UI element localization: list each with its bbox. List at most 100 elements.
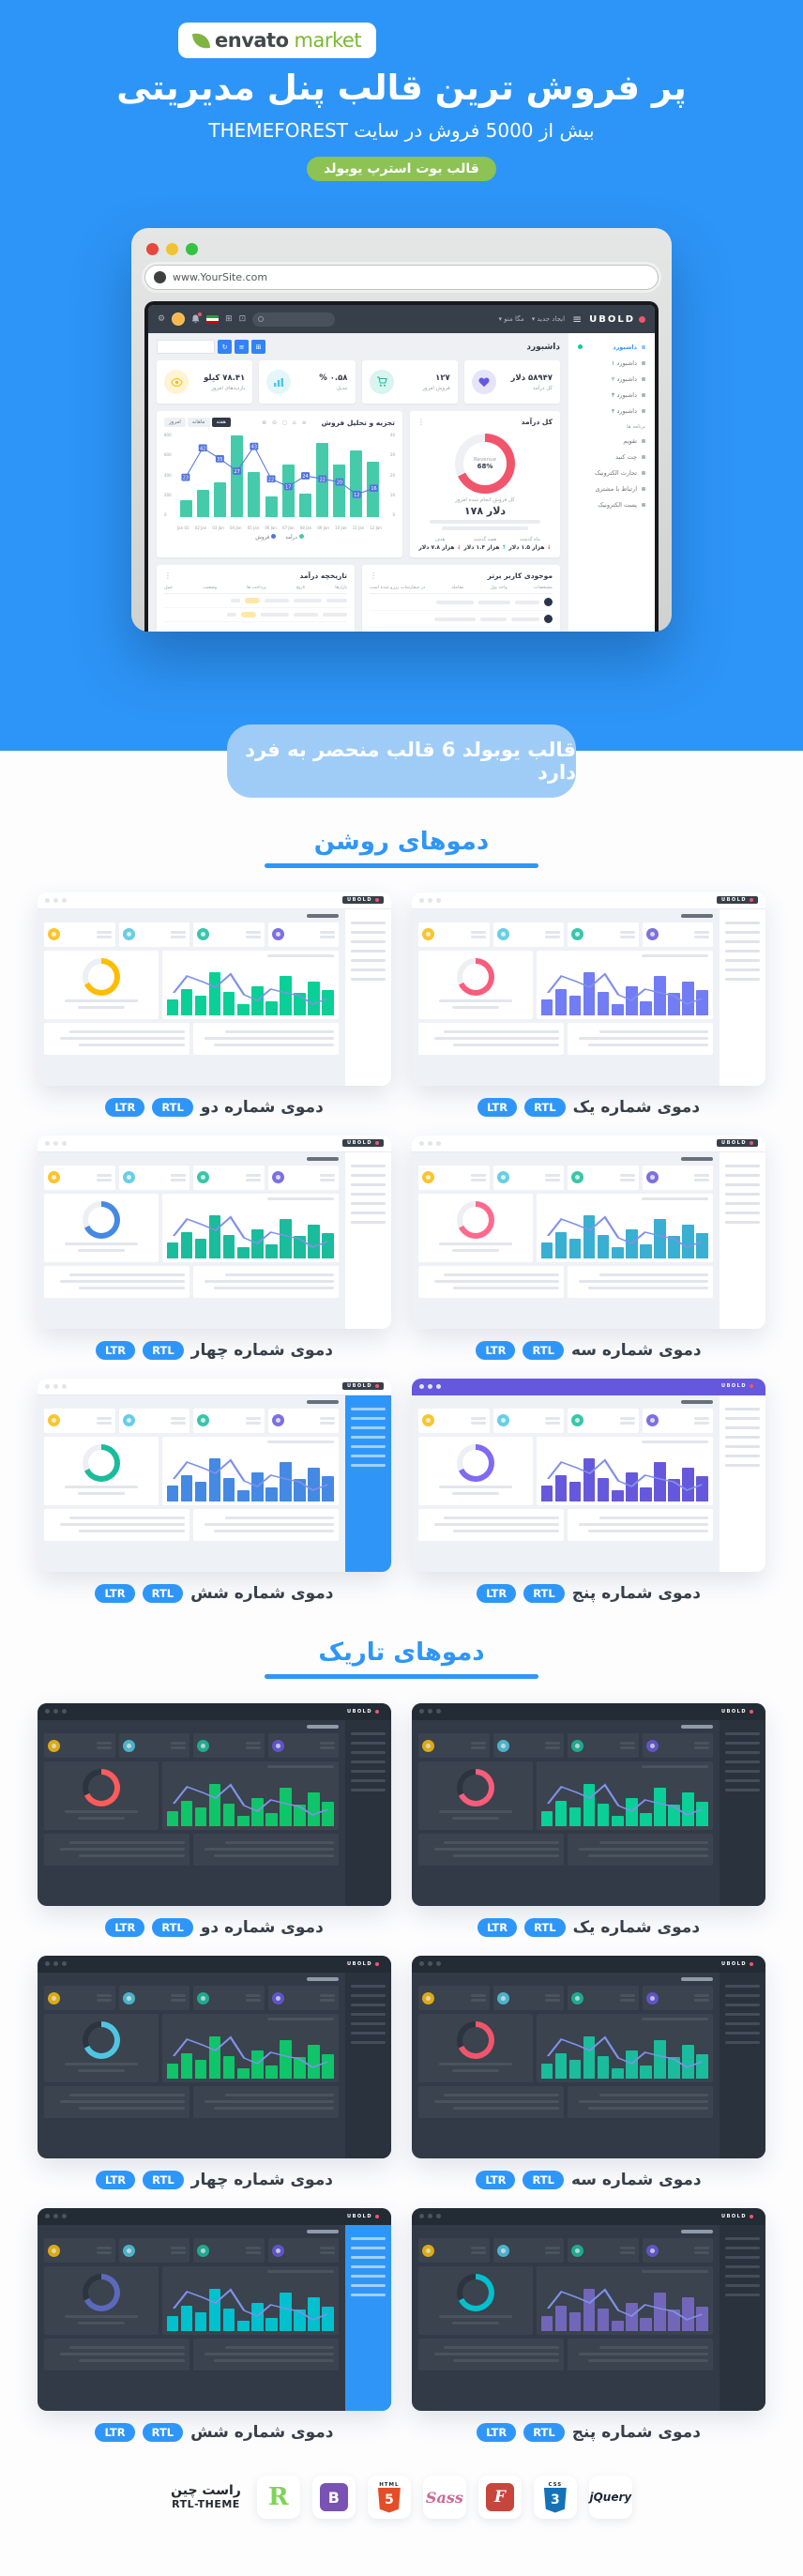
stat-cards-row: ۵۸۹۴۷ دلار کل درآمد ۱۲۷ فروش امروز [157, 360, 560, 404]
brand-dot-icon [375, 1384, 379, 1389]
demo-name: دموی شماره پنج [571, 2423, 701, 2442]
demo-thumbnail[interactable]: UBOLD [38, 1379, 391, 1572]
thumb-stat-card [193, 1733, 265, 1759]
rtl-badge[interactable]: RTL [523, 2171, 564, 2189]
thumb-table [568, 1022, 713, 1055]
thumb-stat-card [118, 922, 189, 947]
thumb-bar-chart [161, 1761, 339, 1831]
thumb-navbar: UBOLD [38, 1956, 391, 1974]
demo-label-row: دموی شماره پنج RTL LTR [412, 1584, 765, 1603]
demo-thumbnail[interactable]: UBOLD [412, 1703, 765, 1906]
thumb-stat-card [44, 1986, 115, 2011]
rtl-badge[interactable]: RTL [524, 1098, 566, 1117]
rtl-badge[interactable]: RTL [152, 1098, 193, 1117]
rtl-badge[interactable]: RTL [152, 1918, 193, 1937]
rtl-badge[interactable]: RTL [524, 1918, 566, 1937]
demo-label-row: دموی شماره دو RTL LTR [38, 1918, 391, 1937]
thumb-bar-chart [161, 1193, 339, 1262]
thumb-stat-card [44, 922, 115, 947]
mock-brand: UBOLD [589, 314, 645, 325]
rtl-badge[interactable]: RTL [142, 2423, 184, 2442]
thumb-stat-card [118, 1733, 189, 1759]
thumb-content [412, 1720, 720, 1906]
thumb-table [568, 2339, 713, 2371]
thumb-sidebar [345, 1973, 391, 2158]
sidebar-item: ارتباط با مشتری [568, 480, 655, 496]
dashboard-title: داشبورد [526, 342, 560, 352]
ltr-badge[interactable]: LTR [477, 2423, 517, 2442]
rtl-badge[interactable]: RTL [523, 1584, 565, 1603]
svg-text:27: 27 [234, 469, 239, 475]
thumb-donut-chart [418, 1436, 533, 1505]
rtl-badge[interactable]: RTL [142, 1584, 184, 1603]
thumb-sidebar [345, 2225, 391, 2411]
thumb-content [38, 1973, 345, 2158]
ltr-badge[interactable]: LTR [477, 1098, 518, 1117]
revenue-donut-card: کل درآمد ⋮ Revenue 68% کل فروش انجام [410, 411, 560, 557]
ltr-badge[interactable]: LTR [95, 1584, 135, 1603]
demo-thumbnail[interactable]: UBOLD [412, 892, 765, 1086]
ltr-badge[interactable]: LTR [477, 1584, 517, 1603]
ltr-badge[interactable]: LTR [105, 1098, 145, 1117]
demo-thumbnail[interactable]: UBOLD [38, 1956, 391, 2158]
ltr-badge[interactable]: LTR [95, 2423, 135, 2442]
ltr-badge[interactable]: LTR [96, 2171, 136, 2189]
demo-thumbnail[interactable]: UBOLD [412, 1379, 765, 1572]
demo-thumbnail[interactable]: UBOLD [412, 2208, 765, 2411]
thumb-navbar: UBOLD [412, 1136, 765, 1152]
thumb-table [418, 2339, 564, 2371]
thumb-stat-card [193, 922, 265, 947]
market-wordmark: market [294, 29, 362, 52]
thumb-bar-chart [536, 2266, 713, 2336]
rtl-badge[interactable]: RTL [523, 2423, 565, 2442]
thumb-nav-icons [419, 1140, 441, 1146]
thumb-stat-card [568, 922, 639, 947]
sidebar-item: داشبورد [568, 339, 655, 355]
thumb-nav-icons [45, 1961, 67, 1967]
refresh-button: ↻ [218, 340, 232, 354]
page-title: پر فروش ترین قالب پنل مدیریتی [116, 68, 687, 108]
mock-sidebar: داشبورد داشبورد ۱ داشبورد ۲ داشبورد ۳ داشبور… [568, 333, 655, 632]
html5-icon: HTML 5 [367, 2476, 411, 2519]
thumb-nav-icons [45, 1383, 67, 1389]
demo-thumbnail[interactable]: UBOLD [38, 2208, 391, 2411]
demo-name: دموی شماره شش [190, 2423, 334, 2442]
thumb-stat-card [418, 1408, 490, 1433]
thumb-table [418, 1834, 564, 1867]
rtl-badge[interactable]: RTL [143, 1341, 184, 1360]
thumb-navbar: UBOLD [38, 1379, 391, 1395]
rtl-badge[interactable]: RTL [523, 1341, 564, 1360]
close-window-icon [146, 243, 159, 255]
demo-thumbnail[interactable]: UBOLD [38, 892, 391, 1086]
ltr-badge[interactable]: LTR [476, 2171, 516, 2189]
thumb-content [38, 1720, 345, 1906]
demo-thumbnail[interactable]: UBOLD [412, 1956, 765, 2158]
demo-thumbnail[interactable]: UBOLD [38, 1136, 391, 1329]
rtl-badge[interactable]: RTL [143, 2171, 184, 2189]
apps-grid-icon: ⊞ [225, 314, 233, 324]
demo-card: UBOLD [38, 1703, 391, 1943]
thumb-bar-chart [161, 950, 339, 1019]
ltr-badge[interactable]: LTR [96, 1341, 136, 1360]
sidebar-item: داشبورد ۱ [568, 355, 655, 371]
ltr-badge[interactable]: LTR [105, 1918, 145, 1937]
thumb-donut-chart [44, 1436, 159, 1505]
thumb-table [418, 1022, 564, 1055]
envato-market-logo[interactable]: envato market [178, 23, 377, 58]
mega-menu-link: مگا منو ▾ [498, 315, 524, 323]
tab-today: امروز [164, 418, 186, 427]
ltr-badge[interactable]: LTR [477, 1918, 518, 1937]
mock-main: داشبورد ↻ ≡ ⊞ ۵۸۹۴۷ دلار کل درآمد [148, 333, 568, 632]
kebab-menu-icon: ⋮ [417, 418, 425, 426]
thumb-table [44, 2339, 189, 2371]
brand-dot-icon [639, 315, 645, 323]
ltr-badge[interactable]: LTR [476, 1341, 516, 1360]
thumb-donut-chart [44, 2014, 159, 2083]
text-placeholder [429, 520, 541, 524]
demo-name: دموی شماره دو [200, 1918, 324, 1937]
demo-thumbnail[interactable]: UBOLD [38, 1703, 391, 1906]
svg-text:22: 22 [268, 477, 274, 482]
envato-leaf-icon [191, 31, 211, 50]
thumb-stat-card [418, 1733, 490, 1759]
demo-thumbnail[interactable]: UBOLD [412, 1136, 765, 1329]
